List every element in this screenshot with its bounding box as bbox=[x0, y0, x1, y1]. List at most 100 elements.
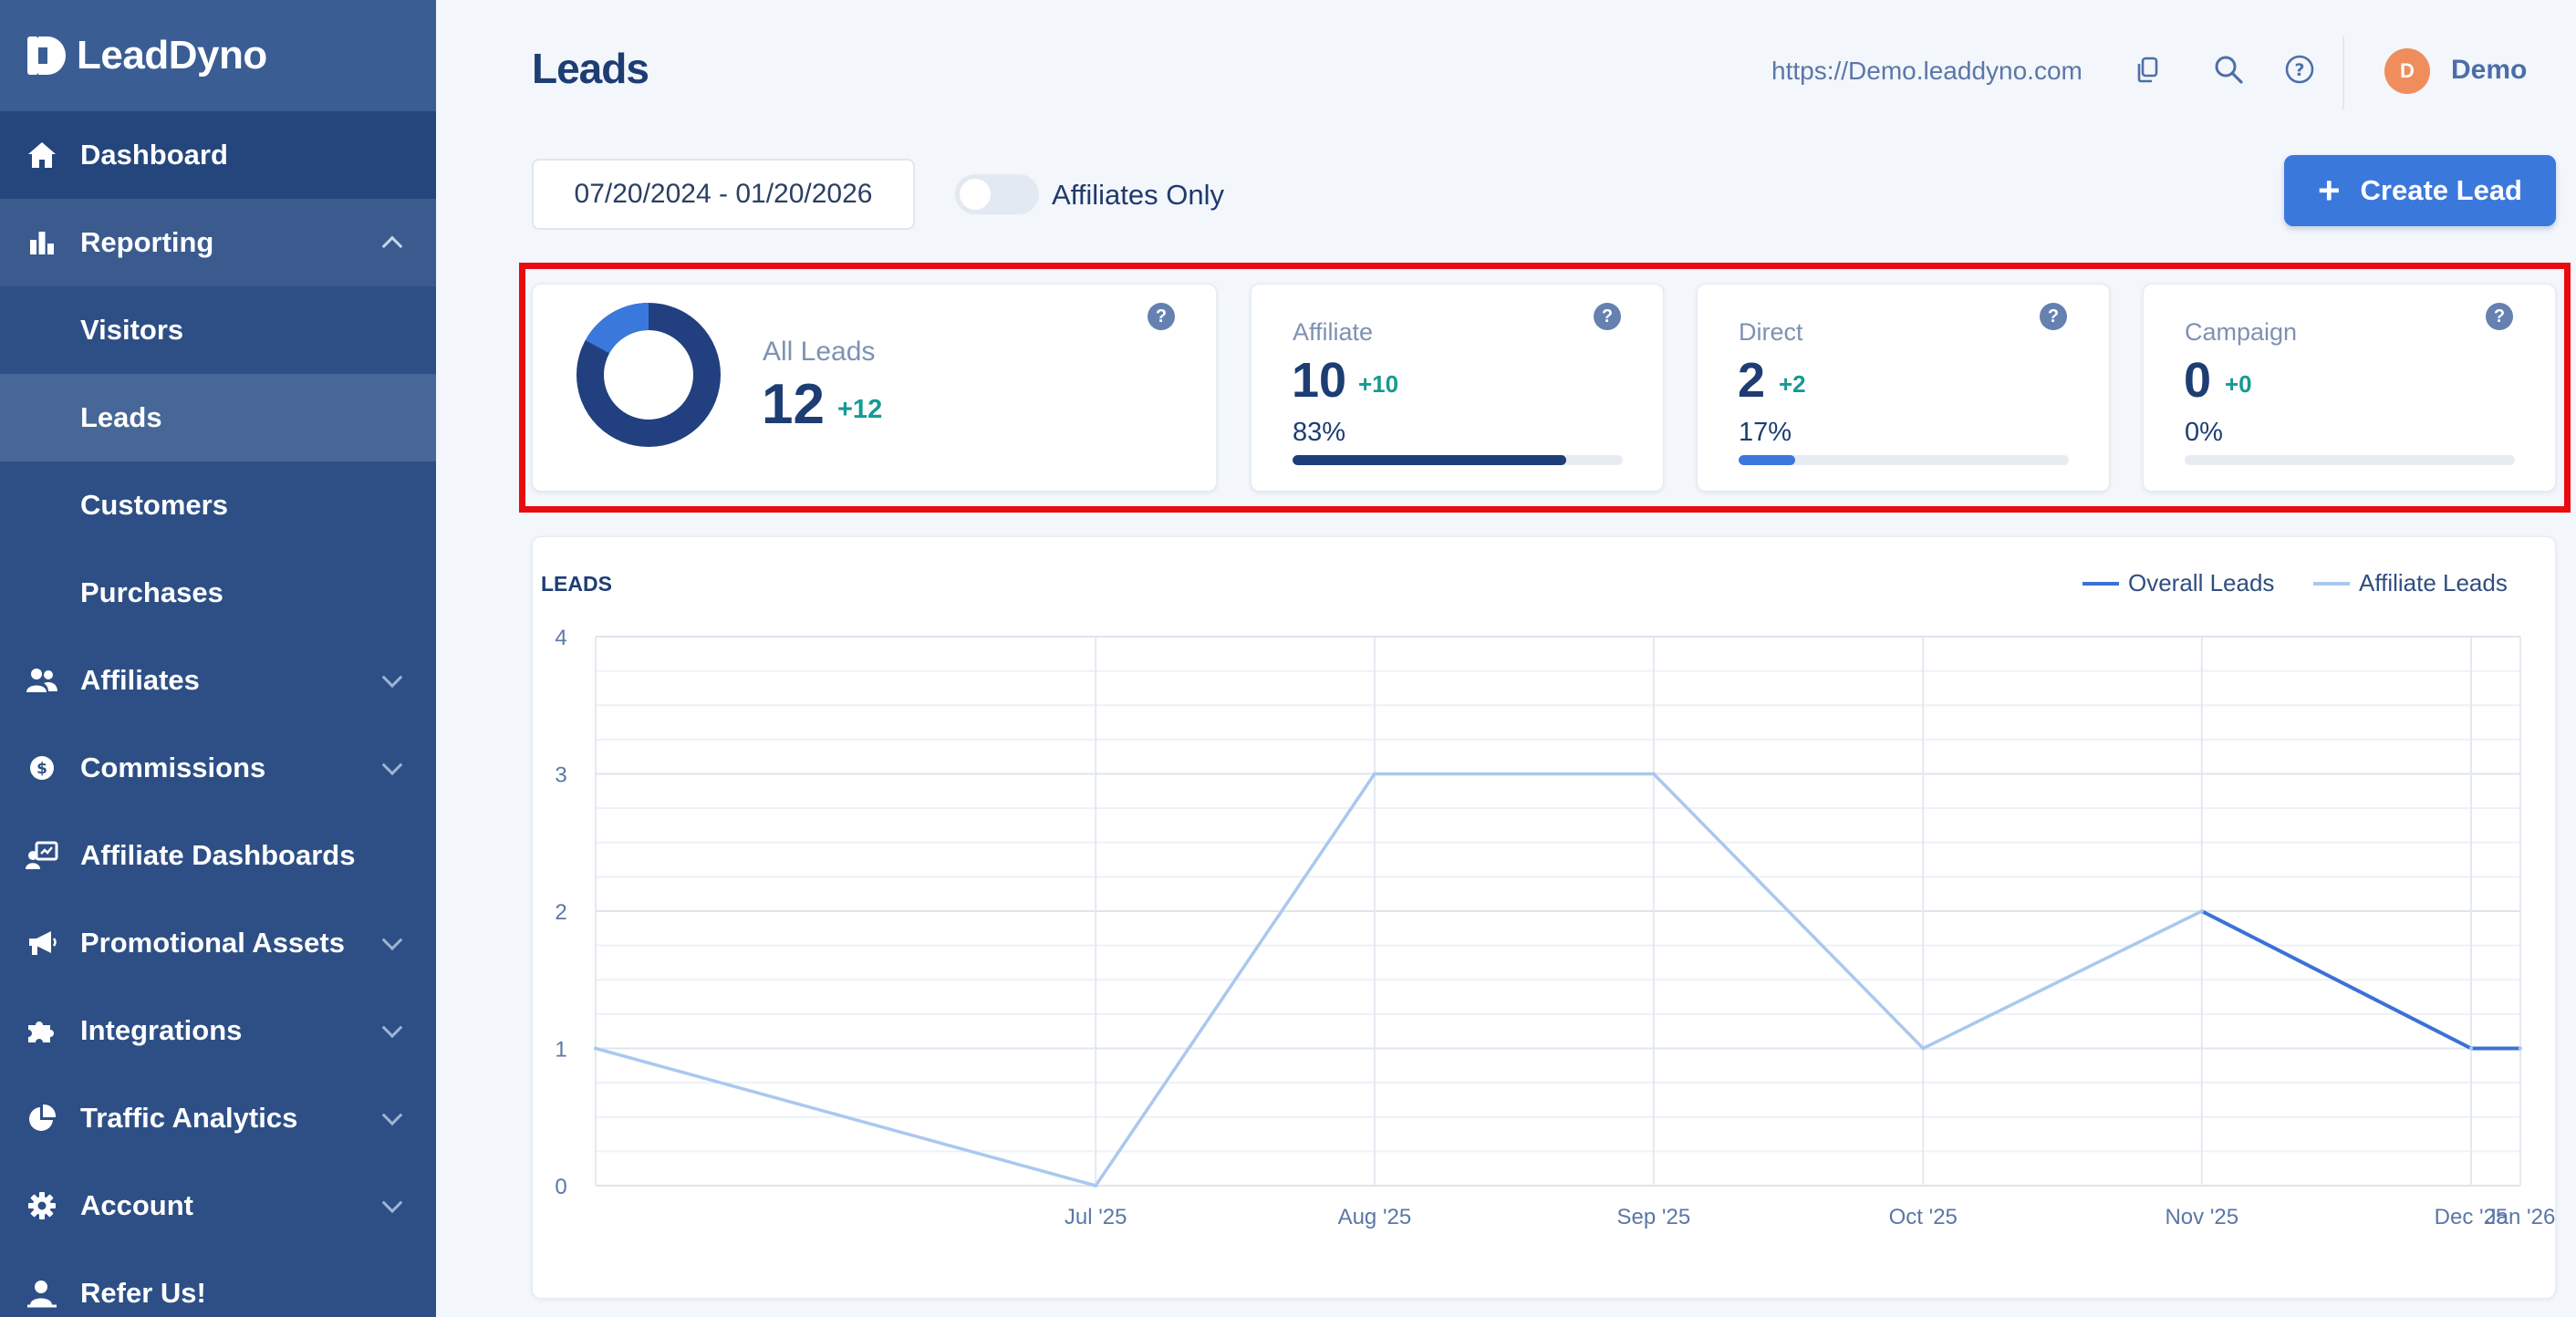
sidebar-item-label: Commissions bbox=[80, 752, 266, 783]
x-tick-label: Jul '25 bbox=[1065, 1205, 1127, 1229]
users-icon bbox=[26, 664, 58, 697]
series-point-affiliate-leads bbox=[2199, 909, 2204, 913]
sidebar-item-label: Promotional Assets bbox=[80, 927, 345, 959]
sidebar-item-label: Reporting bbox=[80, 226, 214, 258]
help-icon[interactable]: ? bbox=[2486, 303, 2513, 330]
help-icon[interactable]: ? bbox=[2283, 53, 2316, 86]
series-point-affiliate-leads bbox=[1651, 772, 1656, 776]
stat-label: Affiliate bbox=[1293, 318, 1374, 346]
sidebar-item-label: Leads bbox=[80, 401, 162, 433]
svg-text:$: $ bbox=[36, 760, 47, 778]
svg-text:?: ? bbox=[2294, 60, 2304, 80]
gear-icon bbox=[26, 1189, 58, 1222]
legend-item-overall-leads[interactable]: Overall Leads bbox=[2083, 569, 2274, 597]
affiliate-progress-bar bbox=[1293, 455, 1623, 465]
avatar[interactable]: D bbox=[2384, 48, 2430, 94]
stat-label: Campaign bbox=[2185, 318, 2298, 346]
create-lead-label: Create Lead bbox=[2360, 174, 2522, 206]
sidebar-item-label: Visitors bbox=[80, 314, 184, 346]
sidebar-item-label: Purchases bbox=[80, 576, 223, 608]
home-icon bbox=[26, 139, 58, 171]
stat-delta: +2 bbox=[1779, 370, 1806, 398]
sidebar-item-account[interactable]: Account bbox=[0, 1162, 436, 1250]
leads-line-chart: 0 1 2 3 4 Jul '25 Aug '25 Sep '25 Oct '25 Nov '25… bbox=[555, 626, 2556, 1229]
sidebar-item-purchases[interactable]: Purchases bbox=[0, 549, 436, 637]
create-lead-button[interactable]: + Create Lead bbox=[2284, 155, 2556, 226]
x-tick-label: Dec '25 bbox=[2435, 1205, 2508, 1229]
sidebar-item-label: Affiliates bbox=[80, 664, 200, 696]
sidebar-item-label: Integrations bbox=[80, 1014, 243, 1046]
x-tick-label: Oct '25 bbox=[1889, 1205, 1958, 1229]
series-point-affiliate-leads bbox=[2468, 1046, 2473, 1051]
sidebar-item-affiliates[interactable]: Affiliates bbox=[0, 637, 436, 724]
y-tick-label: 2 bbox=[555, 900, 566, 925]
stat-percent: 17% bbox=[1739, 418, 1792, 447]
stat-label: All Leads bbox=[763, 337, 876, 367]
sidebar-item-refer-us[interactable]: Refer Us! bbox=[0, 1250, 436, 1317]
site-url[interactable]: https://Demo.leaddyno.com bbox=[1771, 57, 2083, 85]
legend-item-affiliate-leads[interactable]: Affiliate Leads bbox=[2313, 569, 2508, 597]
leads-donut-chart bbox=[576, 303, 721, 447]
y-tick-label: 4 bbox=[555, 626, 566, 650]
affiliate-progress-fill bbox=[1293, 455, 1567, 465]
date-range-picker[interactable]: 07/20/2024 - 01/20/2026 bbox=[532, 159, 915, 230]
sidebar: LeadDyno Dashboard Reporting Visitors Le… bbox=[0, 0, 436, 1317]
y-tick-label: 1 bbox=[555, 1038, 566, 1063]
legend-label: Overall Leads bbox=[2128, 569, 2275, 596]
legend-swatch bbox=[2083, 581, 2119, 586]
chevron-down-icon bbox=[381, 667, 403, 689]
sidebar-item-dashboard[interactable]: Dashboard bbox=[0, 111, 436, 199]
x-tick-label: Sep '25 bbox=[1617, 1205, 1691, 1229]
x-tick-label: Jan '26 bbox=[2486, 1205, 2556, 1229]
date-range-value: 07/20/2024 - 01/20/2026 bbox=[574, 179, 873, 209]
stat-value: 2 bbox=[1738, 353, 1766, 408]
logo[interactable]: LeadDyno bbox=[0, 0, 436, 111]
stat-value: 12 bbox=[762, 373, 825, 436]
stat-percent: 83% bbox=[1293, 418, 1346, 447]
chevron-down-icon bbox=[381, 1104, 403, 1126]
sidebar-item-promotional-assets[interactable]: Promotional Assets bbox=[0, 899, 436, 987]
chevron-down-icon bbox=[381, 1192, 403, 1214]
sidebar-item-affiliate-dashboards[interactable]: Affiliate Dashboards bbox=[0, 812, 436, 899]
series-point-affiliate-leads bbox=[1094, 1184, 1098, 1187]
sidebar-item-label: Traffic Analytics bbox=[80, 1102, 298, 1134]
stat-delta: +10 bbox=[1358, 370, 1399, 398]
sidebar-item-customers[interactable]: Customers bbox=[0, 461, 436, 549]
chart-title: LEADS bbox=[541, 572, 612, 596]
page-title: Leads bbox=[532, 45, 649, 92]
stat-card-direct: Direct 2 +2 17% ? bbox=[1697, 284, 2110, 492]
sidebar-item-label: Affiliate Dashboards bbox=[80, 839, 356, 871]
sidebar-item-reporting[interactable]: Reporting bbox=[0, 199, 436, 286]
series-point-affiliate-leads bbox=[594, 1046, 597, 1051]
sidebar-item-traffic-analytics[interactable]: Traffic Analytics bbox=[0, 1074, 436, 1162]
sidebar-item-label: Account bbox=[80, 1189, 193, 1221]
affiliates-only-toggle[interactable] bbox=[955, 174, 1039, 214]
sidebar-item-label: Refer Us! bbox=[80, 1277, 206, 1309]
chevron-up-icon bbox=[381, 235, 403, 257]
x-tick-label: Nov '25 bbox=[2165, 1205, 2238, 1229]
y-tick-label: 0 bbox=[555, 1175, 566, 1199]
series-point-affiliate-leads bbox=[1372, 772, 1376, 776]
sidebar-item-visitors[interactable]: Visitors bbox=[0, 286, 436, 374]
direct-progress-bar bbox=[1739, 455, 2069, 465]
help-icon[interactable]: ? bbox=[1148, 303, 1175, 330]
campaign-progress-bar bbox=[2185, 455, 2515, 465]
series-point-affiliate-leads bbox=[1921, 1046, 1926, 1051]
dollar-icon: $ bbox=[26, 752, 58, 784]
help-icon[interactable]: ? bbox=[1594, 303, 1621, 330]
leads-chart-card bbox=[532, 536, 2556, 1299]
sidebar-item-integrations[interactable]: Integrations bbox=[0, 987, 436, 1074]
copy-icon[interactable] bbox=[2133, 53, 2166, 86]
sidebar-item-commissions[interactable]: $ Commissions bbox=[0, 724, 436, 812]
puzzle-icon bbox=[26, 1014, 58, 1047]
series-point-affiliate-leads bbox=[2519, 1046, 2522, 1051]
sidebar-item-leads[interactable]: Leads bbox=[0, 374, 436, 461]
stat-delta: +12 bbox=[837, 395, 883, 424]
search-icon[interactable] bbox=[2212, 53, 2245, 86]
sidebar-item-label: Customers bbox=[80, 489, 228, 521]
toggle-knob bbox=[960, 179, 991, 210]
help-icon[interactable]: ? bbox=[2040, 303, 2067, 330]
user-name[interactable]: Demo bbox=[2451, 55, 2528, 85]
legend-swatch bbox=[2313, 581, 2350, 586]
stat-card-campaign: Campaign 0 +0 0% ? bbox=[2143, 284, 2556, 492]
